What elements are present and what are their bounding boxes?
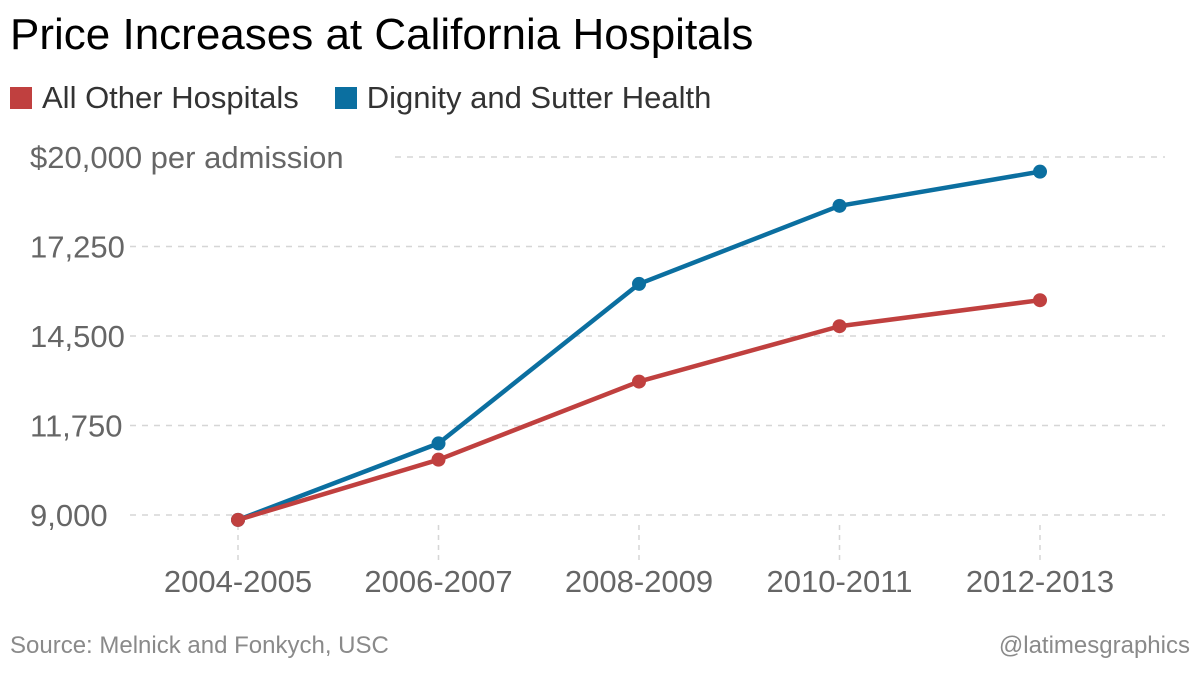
data-point-series-0 [632,374,646,389]
gridlines [130,156,1165,516]
y-tick-label: 11,750 [30,409,123,444]
x-tick-label: 2006-2007 [364,564,512,599]
source-note: Source: Melnick and Fonkych, USC [10,632,389,659]
data-point-series-1 [431,436,446,451]
x-tick-label: 2012-2013 [966,564,1114,599]
y-tick-label: $20,000 per admission [30,140,344,175]
legend-swatch-blue [334,87,357,109]
data-point-series-0 [832,319,847,334]
data-point-series-0 [231,512,245,527]
x-tick-label: 2010-2011 [767,564,913,599]
data-point-series-1 [1033,164,1047,179]
series-lines [231,164,1047,527]
y-tick-label: 14,500 [30,319,125,354]
data-point-series-1 [632,276,646,291]
y-tick-label: 9,000 [30,498,108,533]
data-point-series-0 [1033,293,1047,308]
legend-item-dignity-sutter: Dignity and Sutter Health [334,80,712,116]
y-axis-labels: 9,000 11,750 14,500 17,250 $20,000 per admis… [30,140,344,533]
data-point-series-1 [832,198,847,213]
legend-item-all-other-hospitals: All Other Hospitals [10,80,299,116]
legend-label: Dignity and Sutter Health [366,80,712,115]
legend-swatch-red [10,87,32,109]
x-tick-label: 2004-2005 [164,564,312,599]
series-line-0 [235,297,1043,523]
x-axis-ticks [237,525,1041,560]
credit-note: @latimesgraphics [998,632,1190,659]
chart-legend: All Other Hospitals Dignity and Sutter H… [10,80,747,116]
x-tick-label: 2008-2009 [565,564,713,599]
series-line-1 [235,169,1043,523]
chart-title: Price Increases at California Hospitals [10,10,754,59]
data-point-series-0 [431,452,446,467]
x-axis-labels: 2004-2005 2006-2007 2008-2009 2010-2011 2012… [164,564,1114,599]
y-tick-label: 17,250 [30,230,125,265]
legend-label: All Other Hospitals [42,80,299,115]
